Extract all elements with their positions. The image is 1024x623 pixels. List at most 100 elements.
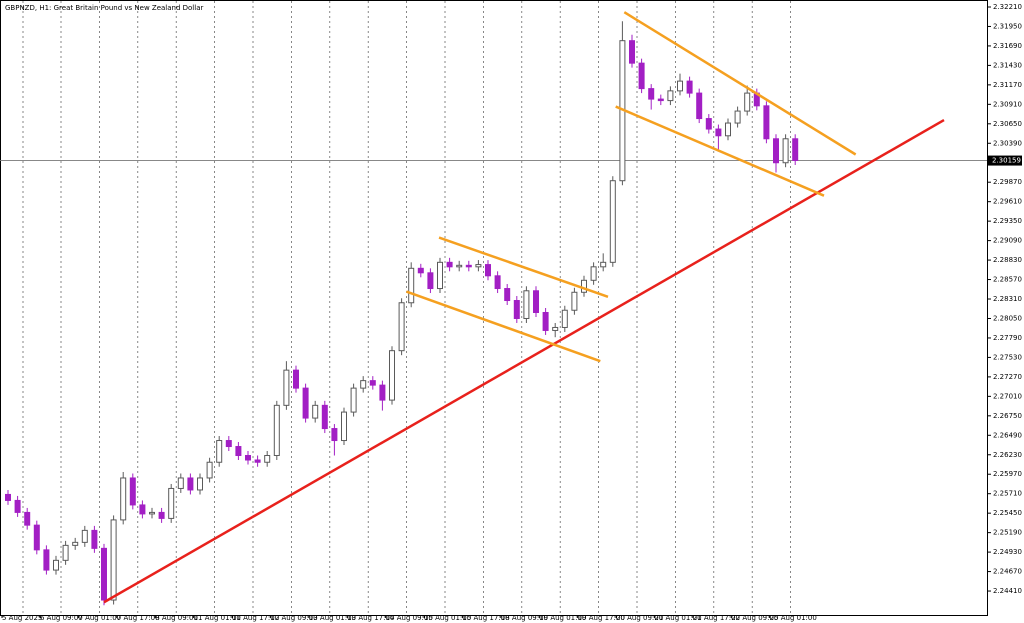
x-tick-label: 7 Aug 01:00 <box>78 614 121 622</box>
candle-body <box>331 428 338 442</box>
x-tick-label: 6 Aug 09:00 <box>40 614 83 622</box>
x-tick-label: 13 Aug 17:00 <box>347 614 394 622</box>
x-tick-label: 25 Aug 01:00 <box>770 614 817 622</box>
trendline <box>103 118 945 604</box>
y-tick-label: 2.24670 <box>993 568 1022 576</box>
candle-body <box>734 110 741 124</box>
current-price-box <box>988 155 1022 166</box>
candle-body <box>206 461 213 479</box>
candle-body <box>302 387 309 419</box>
y-tick-label: 2.31690 <box>993 42 1022 50</box>
candle-body <box>782 138 789 164</box>
y-tick-label: 2.30910 <box>993 100 1022 108</box>
x-tick-label: 20 Aug 09:00 <box>616 614 663 622</box>
candle-body <box>264 455 271 463</box>
candle-body <box>62 544 69 561</box>
y-tick-label: 2.27790 <box>993 334 1022 342</box>
y-tick-label: 2.29870 <box>993 178 1022 186</box>
y-tick-label: 2.28050 <box>993 314 1022 322</box>
x-tick-label: 21 Aug 01:00 <box>654 614 701 622</box>
trendlines <box>103 11 945 604</box>
candle-body <box>225 440 232 448</box>
candle-body <box>14 499 21 513</box>
candle-body <box>398 302 405 352</box>
candle-body <box>456 264 463 268</box>
x-tick-label: 22 Aug 09:00 <box>731 614 778 622</box>
x-tick-label: 19 Aug 01:00 <box>539 614 586 622</box>
candle-body <box>245 455 251 461</box>
y-tick-label: 2.29610 <box>993 198 1022 206</box>
candle-body <box>792 138 799 161</box>
y-tick-label: 2.24930 <box>993 548 1022 556</box>
y-tick-label: 2.28310 <box>993 295 1022 303</box>
candle-body <box>53 559 59 571</box>
candle-body <box>197 477 203 491</box>
y-tick-label: 2.25710 <box>993 490 1022 498</box>
candle-body <box>81 529 88 543</box>
candle-body <box>254 459 261 463</box>
y-tick-label: 2.25190 <box>993 529 1022 537</box>
y-tick-label: 2.26490 <box>993 431 1022 439</box>
candle-body <box>120 477 127 521</box>
candle-body <box>389 350 395 401</box>
candle-body <box>408 267 415 304</box>
y-tick-label: 2.30390 <box>993 139 1022 147</box>
candle-body <box>341 411 347 442</box>
candle-body <box>638 62 645 90</box>
candle-body <box>609 180 616 263</box>
y-tick-label: 2.31950 <box>993 22 1022 30</box>
x-tick-label: 13 Aug 01:00 <box>309 614 356 622</box>
candle-body <box>629 40 635 64</box>
candle-body <box>101 547 107 601</box>
candle-body <box>5 493 11 501</box>
candle-body <box>485 264 491 277</box>
candle-body <box>590 266 597 281</box>
x-tick-label: 15 Aug 17:00 <box>462 614 509 622</box>
trendline <box>438 236 609 298</box>
y-tick-label: 2.27530 <box>993 353 1022 361</box>
candle-body <box>686 80 693 94</box>
y-tick-label: 2.25450 <box>993 509 1022 517</box>
y-tick-label: 2.31170 <box>993 81 1022 89</box>
candle-body <box>552 326 559 331</box>
candle-body <box>273 404 280 457</box>
candle-body <box>24 511 31 526</box>
candle-body <box>91 529 98 549</box>
candle-body <box>43 549 50 571</box>
x-tick-label: 19 Aug 17:00 <box>578 614 625 622</box>
candle-body <box>657 98 664 102</box>
candle-body <box>744 92 751 112</box>
candle-body <box>705 118 712 130</box>
candle-body <box>293 369 299 389</box>
candle-body <box>677 80 683 92</box>
candle-body <box>33 524 40 551</box>
candle-body <box>542 311 549 331</box>
candle-body <box>379 384 386 401</box>
candle-body <box>600 261 607 268</box>
trendline <box>615 105 825 197</box>
candle-body <box>235 446 242 457</box>
y-tick-label: 2.32210 <box>993 3 1022 11</box>
y-tick-label: 2.28570 <box>993 276 1022 284</box>
y-tick-label: 2.27270 <box>993 373 1022 381</box>
candle-body <box>168 487 175 519</box>
candle-body <box>773 138 779 164</box>
y-tick-label: 2.28830 <box>993 256 1022 264</box>
candle-body <box>494 275 501 290</box>
x-tick-label: 11 Aug 17:00 <box>232 614 279 622</box>
candle-body <box>446 261 453 268</box>
trendline <box>623 11 857 156</box>
candle-body <box>581 279 587 293</box>
y-tick-label: 2.27010 <box>993 392 1022 400</box>
plot-frame <box>0 0 988 616</box>
candle-body <box>513 300 520 319</box>
x-tick-label: 14 Aug 09:00 <box>386 614 433 622</box>
axes: 2.32210 2.31950 2.31690 2.31430 2.31170 2.309… <box>1 3 1022 622</box>
x-tick-label: 5 Aug 2025 <box>2 614 42 622</box>
candles <box>5 21 799 606</box>
candle-body <box>110 519 117 601</box>
candle-body <box>696 92 703 120</box>
candle-body <box>283 369 290 406</box>
x-tick-label: 11 Aug 01:00 <box>194 614 241 622</box>
